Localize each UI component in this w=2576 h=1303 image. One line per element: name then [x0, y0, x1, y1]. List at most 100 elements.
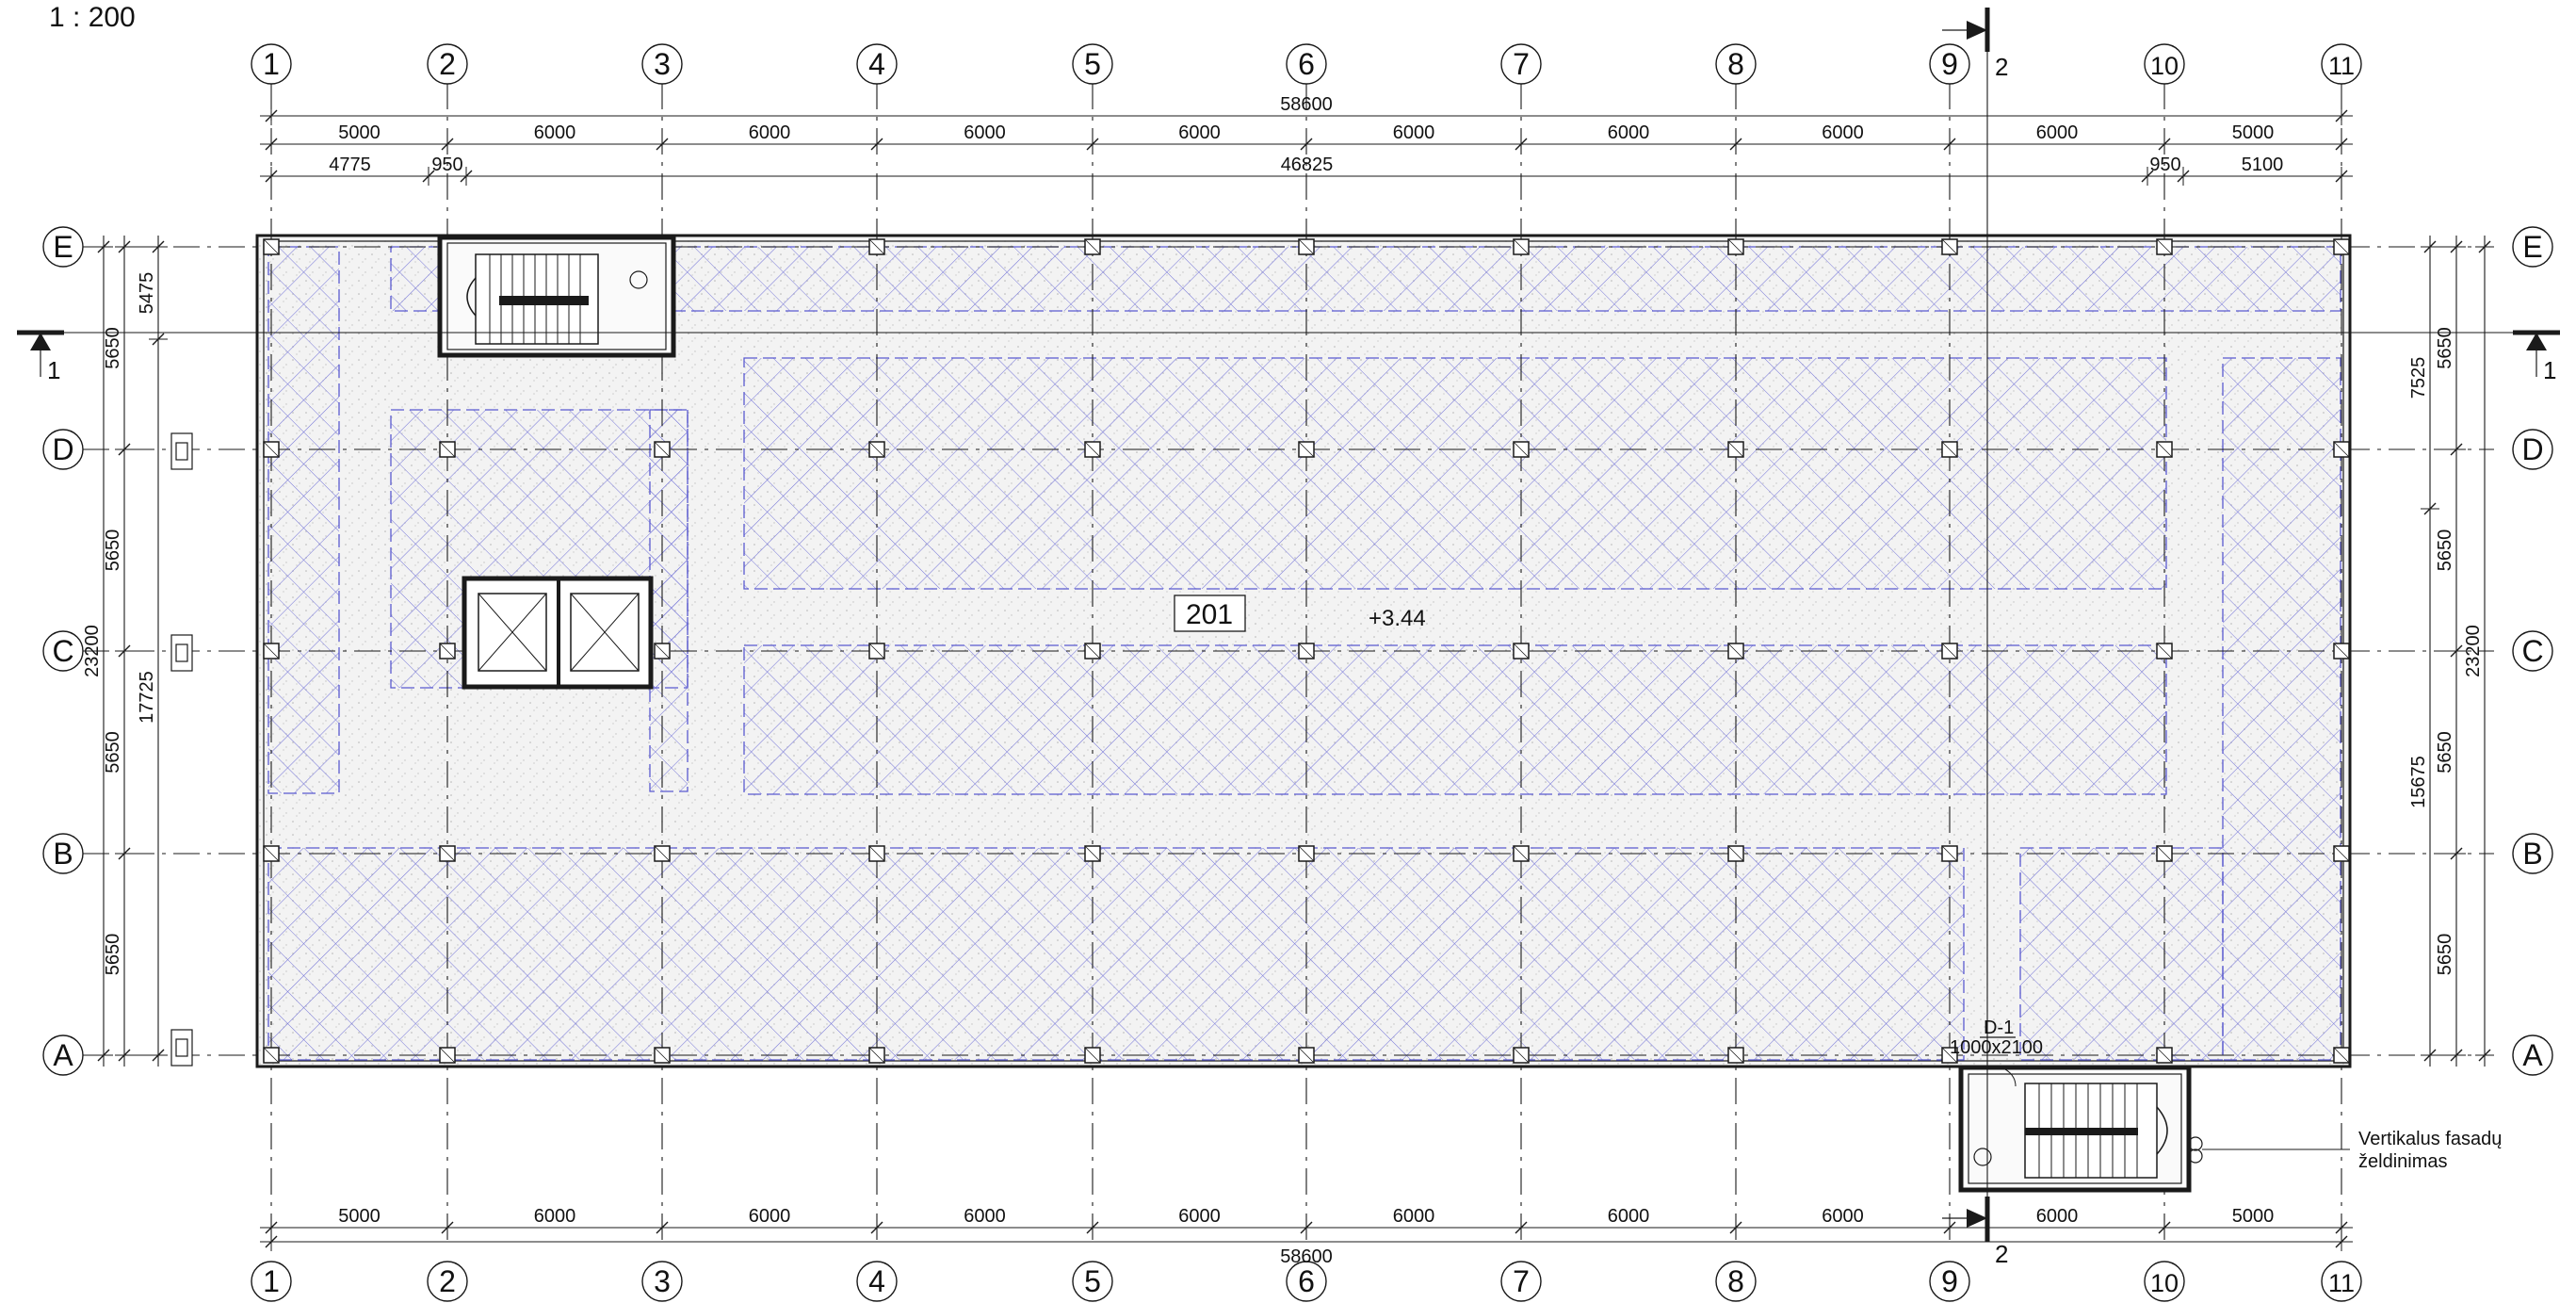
axis-bubble-bottom-2: 2	[427, 1261, 468, 1302]
dim-top-span-9: 5000	[2232, 122, 2275, 143]
wall-fixtures-left	[170, 432, 193, 1067]
dim-top-total-0: 58600	[1280, 94, 1333, 115]
dim-top-span-1: 6000	[534, 122, 576, 143]
axis-bubble-bottom-1-label: 1	[263, 1264, 280, 1298]
dim-bottom-span-3: 6000	[964, 1206, 1006, 1227]
axis-bubble-left-A-label: A	[53, 1038, 73, 1072]
dim-bottom-span-9: 5000	[2232, 1206, 2275, 1227]
axis-bubble-bottom-2-label: 2	[439, 1264, 456, 1298]
axis-bubble-top-9: 9	[1929, 43, 1970, 85]
axis-bubble-left-B-label: B	[53, 837, 73, 871]
section-marker-2-top: 2	[1942, 8, 2008, 1197]
dim-bottom-span-6: 6000	[1608, 1206, 1650, 1227]
axis-bubble-top-4: 4	[856, 43, 898, 85]
axis-bubble-bottom-5-label: 5	[1084, 1264, 1101, 1298]
axis-bubble-top-1-label: 1	[263, 47, 280, 81]
axis-bubble-right-C-label: C	[2521, 634, 2543, 668]
floor-level: +3.44	[1369, 606, 1426, 631]
axis-bubble-top-6-label: 6	[1298, 47, 1315, 81]
section-marker-1-left: 1	[17, 330, 64, 384]
axis-bubbles-right: E D C B A	[2512, 226, 2553, 1076]
axis-bubble-bottom-8-label: 8	[1727, 1264, 1744, 1298]
dim-left-span-0: 5650	[103, 327, 123, 369]
axis-bubble-top-5-label: 5	[1084, 47, 1101, 81]
dim-left-span-2: 5650	[103, 731, 123, 774]
dim-left-span-3: 5650	[103, 934, 123, 976]
door-size: 1000x2100	[1950, 1037, 2043, 1058]
axis-bubble-top-10-label: 10	[2150, 52, 2179, 80]
door-tag: D-1	[1984, 1018, 2014, 1038]
dim-right-span-1: 5650	[2435, 529, 2455, 572]
facade-note-line1: Vertikalus fasadų	[2358, 1129, 2502, 1149]
axis-bubble-right-E-label: E	[2522, 230, 2542, 264]
axis-bubble-right-D: D	[2512, 429, 2553, 470]
axis-bubble-top-5: 5	[1072, 43, 1113, 85]
dim-top-span-3: 6000	[964, 122, 1006, 143]
axis-bubble-left-E-label: E	[53, 230, 73, 264]
axis-bubble-top-3: 3	[641, 43, 683, 85]
axis-bubble-top-4-label: 4	[868, 47, 885, 81]
axis-bubble-top-1: 1	[251, 43, 292, 85]
axis-bubbles-top: 1 2 3 4 5 6 7 8 9 10 11	[251, 43, 2362, 85]
facade-note-line2: želdinimas	[2358, 1151, 2447, 1172]
axis-bubble-right-B-label: B	[2522, 837, 2542, 871]
section-marker-2-bottom: 2	[1942, 1197, 2008, 1268]
axis-bubble-right-A: A	[2512, 1034, 2553, 1076]
dim-top-sub-4: 5100	[2242, 155, 2284, 175]
elevator-core	[462, 576, 654, 690]
axis-bubble-bottom-10: 10	[2144, 1261, 2185, 1302]
section-2-label-bottom: 2	[1995, 1240, 2008, 1268]
axis-bubble-top-8: 8	[1715, 43, 1757, 85]
dim-left-total-0: 23200	[82, 625, 103, 677]
axis-bubble-top-11: 11	[2321, 43, 2362, 85]
axis-bubble-right-D-label: D	[2521, 432, 2543, 466]
dim-right-span-2: 5650	[2435, 731, 2455, 774]
dim-left-sub-0: 5475	[137, 272, 157, 315]
axis-bubble-bottom-9-label: 9	[1941, 1264, 1958, 1298]
axis-bubbles-left: E D C B A	[42, 226, 84, 1076]
axis-bubble-right-E: E	[2512, 226, 2553, 268]
axis-bubble-top-8-label: 8	[1727, 47, 1744, 81]
axis-bubble-bottom-6-label: 6	[1298, 1264, 1315, 1298]
axis-bubble-bottom-6: 6	[1286, 1261, 1327, 1302]
axis-bubble-bottom-11-label: 11	[2328, 1269, 2355, 1297]
section-marker-1-right: 1	[2513, 330, 2560, 384]
axis-bubble-left-E: E	[42, 226, 84, 268]
section-2-label-top: 2	[1995, 53, 2008, 81]
dim-top-span-6: 6000	[1608, 122, 1650, 143]
dim-right-total-0: 23200	[2463, 625, 2484, 677]
dim-top-span-7: 6000	[1822, 122, 1864, 143]
axis-bubble-bottom-11: 11	[2321, 1261, 2362, 1302]
axis-bubble-bottom-8: 8	[1715, 1261, 1757, 1302]
dim-top-span-0: 5000	[338, 122, 381, 143]
section-1-label-left: 1	[47, 356, 60, 384]
axis-bubble-top-7-label: 7	[1513, 47, 1530, 81]
dimension-lines: 58600 5000 6000 6000 6000 6000 6000 6000 6000 600…	[82, 94, 2494, 1267]
hatched-zones	[267, 246, 2341, 1061]
axis-bubble-top-6: 6	[1286, 43, 1327, 85]
axis-bubble-left-B: B	[42, 833, 84, 874]
axis-bubble-top-7: 7	[1500, 43, 1542, 85]
structural-columns	[263, 238, 2350, 1064]
axis-bubble-right-B: B	[2512, 833, 2553, 874]
axis-bubble-left-C: C	[42, 630, 84, 672]
dim-bottom-span-0: 5000	[338, 1206, 381, 1227]
stair-core-north	[437, 235, 676, 358]
axis-bubble-bottom-10-label: 10	[2150, 1269, 2179, 1297]
dim-top-sub-3: 950	[2149, 155, 2180, 175]
dim-top-span-8: 6000	[2036, 122, 2079, 143]
axis-bubble-top-11-label: 11	[2328, 52, 2355, 80]
dim-bottom-span-4: 6000	[1178, 1206, 1221, 1227]
dim-right-sub-0: 7525	[2408, 357, 2429, 399]
scale-label: 1 : 200	[49, 2, 136, 33]
stair-core-south	[1958, 1065, 2350, 1193]
dim-top-sub-0: 4775	[329, 155, 371, 175]
axis-bubbles-bottom: 1 2 3 4 5 6 7 8 9 10 11	[251, 1261, 2362, 1302]
dim-bottom-span-5: 6000	[1393, 1206, 1435, 1227]
axis-bubble-bottom-1: 1	[251, 1261, 292, 1302]
axis-bubble-bottom-4: 4	[856, 1261, 898, 1302]
axis-bubble-left-A: A	[42, 1034, 84, 1076]
axis-bubble-left-D: D	[42, 429, 84, 470]
axis-bubble-top-10: 10	[2144, 43, 2185, 85]
room-number: 201	[1186, 599, 1233, 630]
